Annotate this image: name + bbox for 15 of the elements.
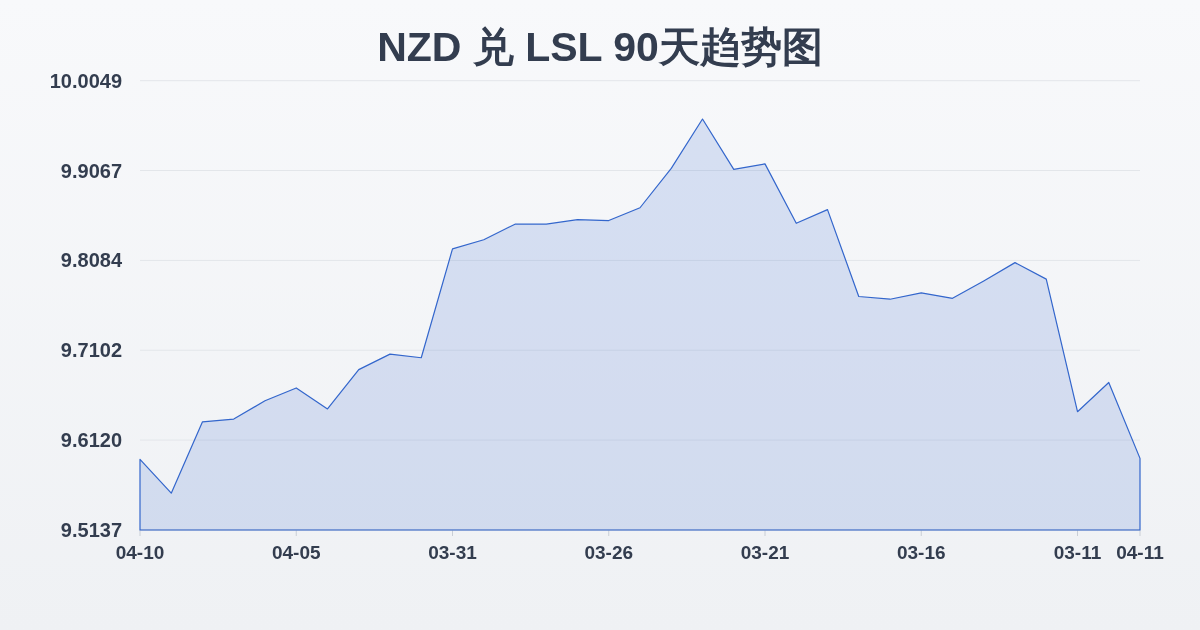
x-tick-label: 04-11 xyxy=(1116,542,1165,563)
y-tick-label: 10.0049 xyxy=(49,69,122,92)
y-tick-label: 9.6120 xyxy=(60,429,122,452)
y-tick-label: 9.8084 xyxy=(60,249,123,272)
y-tick-label: 9.7102 xyxy=(60,339,122,362)
x-tick-label: 03-31 xyxy=(428,542,478,563)
x-tick-label: 03-16 xyxy=(896,542,946,563)
title: NZD 兑 LSL 90天趋势图 xyxy=(377,24,823,70)
x-tick-label: 03-21 xyxy=(740,542,790,563)
x-tick-label: 03-26 xyxy=(584,542,634,563)
x-tick-label: 04-10 xyxy=(115,542,165,563)
x-tick-label: 04-05 xyxy=(271,542,321,563)
y-tick-label: 9.5137 xyxy=(60,519,122,541)
x-tick-label: 03-11 xyxy=(1053,542,1102,563)
y-tick-label: 9.9067 xyxy=(60,159,122,182)
